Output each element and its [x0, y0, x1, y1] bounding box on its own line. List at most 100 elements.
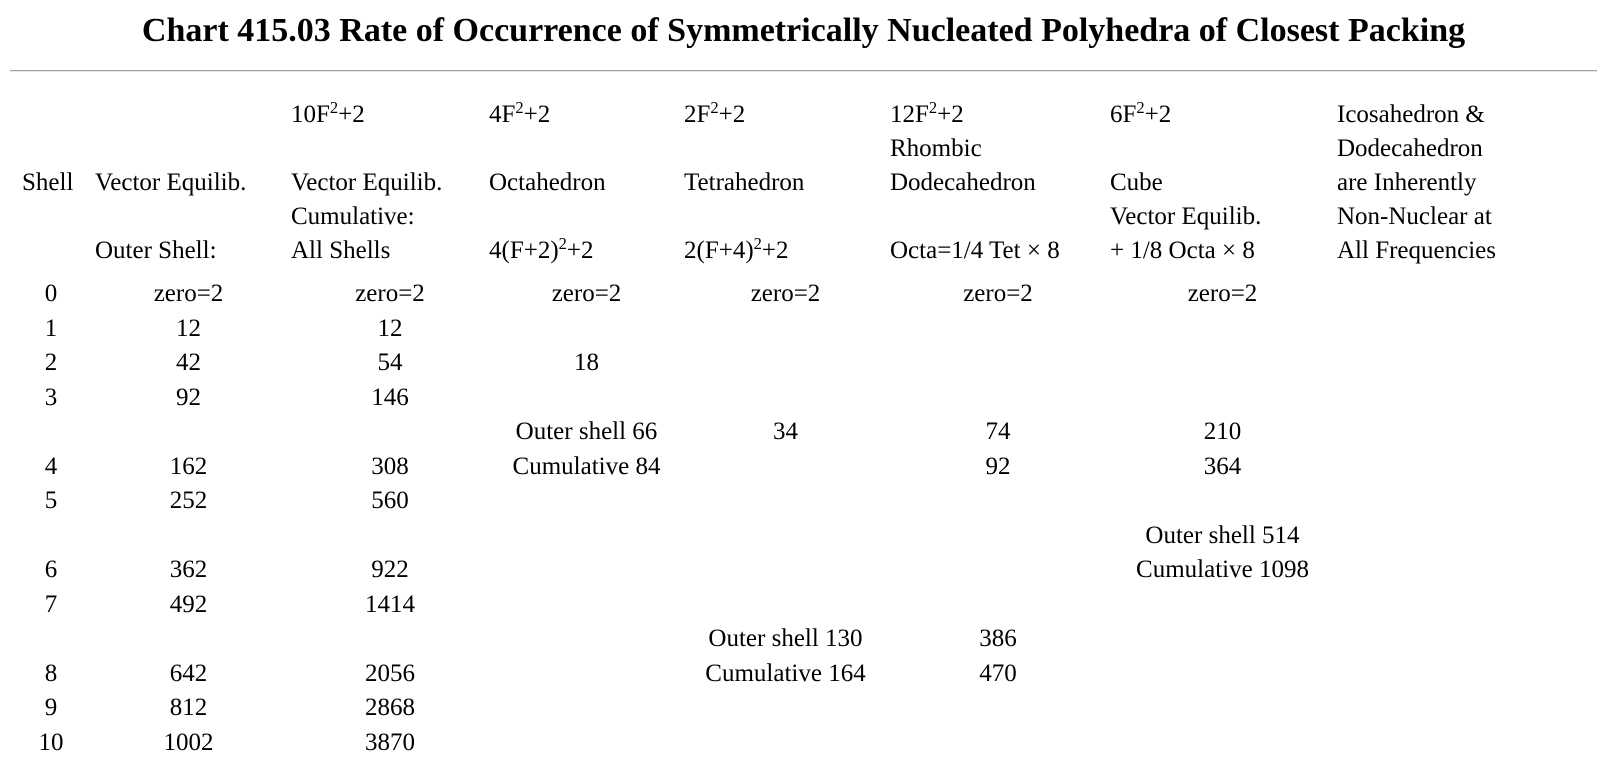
header-cell-tetrahedron: Tetrahedron	[684, 169, 805, 196]
cell-icosa-dodeca-note	[1336, 268, 1598, 312]
cell-vector-equilib-outer-shell: 362	[169, 556, 208, 583]
cell-cube	[1109, 657, 1336, 692]
cell-shell: 9	[44, 694, 58, 721]
cell-rhombic-dodecahedron	[887, 726, 1109, 761]
cell-tetrahedron	[684, 312, 887, 347]
header-row: Shell Vector Equilib. Vector Equilib. Octah…	[16, 166, 1598, 200]
table-row: 2 42 54 18	[16, 346, 1598, 381]
cell-rhombic-dodecahedron: zero=2	[963, 280, 1033, 307]
header-cell-vector-equilib-outer-shell: Outer Shell:	[95, 237, 217, 264]
cell-octahedron	[489, 484, 684, 519]
cell-rhombic-dodecahedron: 92	[985, 452, 1011, 480]
cell-vector-equilib-outer-shell: 492	[169, 590, 208, 618]
chart-title: Chart 415.03 Rate of Occurrence of Symme…	[141, 12, 1466, 49]
header-cell-vector-equilib-cumulative: Vector Equilib.	[291, 169, 443, 196]
header-cell-octahedron: Octahedron	[489, 169, 606, 196]
header-row: Outer Shell: All Shells 4(F+2)2+2 2(F+4)2+2…	[16, 234, 1598, 268]
cell-tetrahedron: Outer shell 130	[708, 625, 863, 652]
cell-vector-equilib-outer-shell: zero=2	[153, 280, 224, 307]
header-cell-rhombic-dodecahedron: Octa=1/4 Tet × 8	[890, 237, 1060, 264]
cell-rhombic-dodecahedron	[887, 484, 1109, 519]
header-cell-vector-equilib-cumulative: All Shells	[291, 237, 391, 264]
cell-vector-equilib-outer-shell: 42	[176, 349, 201, 376]
cell-vector-equilib-cumulative: 1414	[365, 590, 415, 618]
header-row: 10F2+2 4F2+2 2F2+2 12F2+2 6F2+2 Icosahedron &	[16, 98, 1598, 132]
cell-shell: 0	[44, 280, 58, 307]
cell-cube	[1109, 346, 1336, 381]
cell-tetrahedron: 34	[773, 418, 798, 445]
header-cell-tetrahedron	[684, 132, 887, 166]
header-cell-rhombic-dodecahedron: Dodecahedron	[890, 169, 1036, 196]
header-cell-shell	[16, 132, 86, 166]
cell-shell: 5	[44, 487, 58, 514]
header-cell-tetrahedron	[684, 200, 887, 234]
cell-cube: Cumulative 1098	[1136, 556, 1309, 583]
cell-shell: 1	[44, 314, 58, 342]
cell-tetrahedron: zero=2	[750, 280, 821, 307]
table-row: 9 812 2868	[16, 691, 1598, 726]
table-row: Outer shell 130 386	[16, 622, 1598, 657]
cell-tetrahedron	[684, 588, 887, 623]
cell-vector-equilib-outer-shell: 12	[176, 314, 201, 342]
cell-icosa-dodeca-note	[1336, 553, 1598, 588]
cell-shell	[16, 519, 86, 554]
cell-vector-equilib-outer-shell	[86, 519, 291, 554]
title-divider	[10, 70, 1597, 72]
cell-icosa-dodeca-note	[1336, 588, 1598, 623]
cell-octahedron	[489, 691, 684, 726]
cell-octahedron: zero=2	[551, 280, 622, 307]
header-row: Rhombic Dodecahedron	[16, 132, 1598, 166]
header-cell-cube: Cube	[1110, 169, 1163, 196]
cell-shell	[16, 622, 86, 657]
header-cell-vector-equilib-outer-shell	[86, 200, 291, 234]
cell-octahedron	[489, 553, 684, 588]
header-cell-icosa-dodeca-note: Dodecahedron	[1337, 135, 1483, 162]
table-row: 6 362 922 Cumulative 1098	[16, 553, 1598, 588]
cell-vector-equilib-outer-shell	[86, 622, 291, 657]
cell-icosa-dodeca-note	[1336, 691, 1598, 726]
cell-octahedron: 18	[574, 349, 599, 376]
cell-rhombic-dodecahedron: 470	[979, 659, 1017, 687]
cell-vector-equilib-outer-shell: 1002	[163, 728, 214, 756]
cell-cube	[1109, 588, 1336, 623]
cell-icosa-dodeca-note	[1336, 346, 1598, 381]
cell-shell	[16, 415, 86, 450]
cell-tetrahedron: Cumulative 164	[705, 659, 866, 687]
cell-vector-equilib-cumulative: 2868	[365, 694, 415, 721]
table-row: Outer shell 514	[16, 519, 1598, 554]
cell-rhombic-dodecahedron	[887, 553, 1109, 588]
cell-tetrahedron	[684, 484, 887, 519]
cell-vector-equilib-cumulative: 922	[371, 556, 409, 583]
cell-cube: 364	[1203, 452, 1242, 480]
cell-cube	[1109, 726, 1336, 761]
cell-cube	[1109, 312, 1336, 347]
header-cell-shell	[16, 234, 86, 268]
cell-icosa-dodeca-note	[1336, 484, 1598, 519]
header-cell-cube	[1109, 132, 1336, 166]
cell-rhombic-dodecahedron	[887, 691, 1109, 726]
cell-octahedron	[489, 588, 684, 623]
table-row: Outer shell 66 34 74 210	[16, 415, 1598, 450]
header-cell-shell: Shell	[22, 169, 74, 196]
cell-shell: 8	[44, 659, 58, 687]
cell-cube: zero=2	[1187, 280, 1258, 307]
cell-vector-equilib-cumulative: 308	[371, 452, 409, 480]
cell-vector-equilib-outer-shell: 642	[169, 659, 208, 687]
cell-vector-equilib-cumulative	[291, 622, 489, 657]
header-cell-tetrahedron: 2F2+2	[684, 97, 746, 128]
cell-vector-equilib-cumulative: 12	[377, 314, 403, 342]
cell-cube	[1109, 381, 1336, 416]
header-cell-cube: Vector Equilib.	[1110, 203, 1262, 230]
table-header: 10F2+2 4F2+2 2F2+2 12F2+2 6F2+2 Icosahedron &…	[16, 98, 1598, 268]
table-row: 3 92 146	[16, 381, 1598, 416]
cell-cube	[1109, 622, 1336, 657]
cell-shell: 2	[44, 349, 58, 376]
header-cell-vector-equilib-outer-shell	[86, 98, 291, 132]
cell-octahedron	[489, 519, 684, 554]
table-row: 4 162 308 Cumulative 84 92 364	[16, 450, 1598, 485]
cell-shell: 4	[44, 452, 58, 480]
cell-icosa-dodeca-note	[1336, 726, 1598, 761]
cell-rhombic-dodecahedron	[887, 519, 1109, 554]
table-row: 8 642 2056 Cumulative 164 470	[16, 657, 1598, 692]
